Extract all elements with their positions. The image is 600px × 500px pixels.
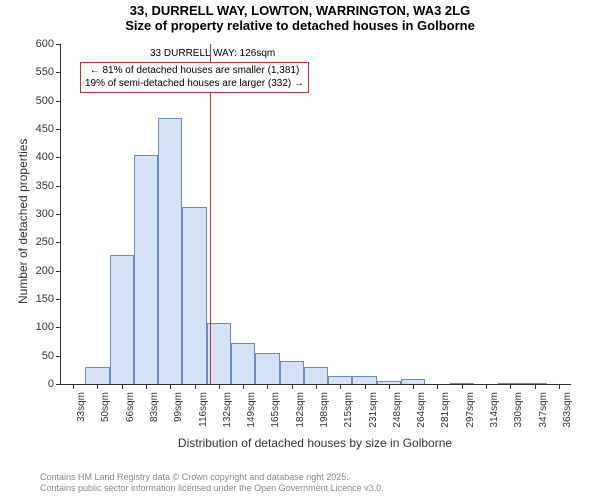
ytick-mark	[56, 384, 61, 385]
xtick-label: 330sqm	[513, 392, 524, 428]
xtick-mark	[243, 384, 244, 389]
xtick-label: 215sqm	[343, 392, 354, 428]
histogram-bar	[182, 207, 206, 384]
xtick-label: 248sqm	[392, 392, 403, 428]
xtick-label: 314sqm	[489, 392, 500, 428]
histogram-bar	[158, 118, 182, 384]
xtick-label: 297sqm	[465, 392, 476, 428]
title-line-2: Size of property relative to detached ho…	[0, 19, 600, 34]
histogram-bar	[134, 155, 158, 385]
title-line-1: 33, DURRELL WAY, LOWTON, WARRINGTON, WA3…	[0, 4, 600, 19]
ytick-label: 300	[0, 208, 54, 220]
xtick-label: 165sqm	[270, 392, 281, 428]
marker-title: 33 DURRELL WAY: 126sqm	[150, 48, 275, 59]
ytick-mark	[56, 72, 61, 73]
histogram-bar	[304, 367, 328, 384]
footer-line-1: Contains HM Land Registry data © Crown c…	[40, 472, 384, 483]
chart-title: 33, DURRELL WAY, LOWTON, WARRINGTON, WA3…	[0, 4, 600, 34]
histogram-bar	[110, 255, 134, 384]
ytick-label: 100	[0, 321, 54, 333]
annotation-line-1: ← 81% of detached houses are smaller (1,…	[85, 65, 304, 78]
ytick-label: 150	[0, 293, 54, 305]
xtick-mark	[510, 384, 511, 389]
ytick-mark	[56, 44, 61, 45]
footer-attribution: Contains HM Land Registry data © Crown c…	[40, 472, 384, 494]
xtick-mark	[340, 384, 341, 389]
ytick-label: 550	[0, 66, 54, 78]
histogram-bar	[352, 376, 376, 385]
ytick-label: 400	[0, 151, 54, 163]
xtick-mark	[170, 384, 171, 389]
xtick-label: 99sqm	[173, 392, 184, 422]
ytick-label: 450	[0, 123, 54, 135]
footer-line-2: Contains public sector information licen…	[40, 483, 384, 494]
histogram-bar	[231, 343, 255, 384]
xtick-mark	[219, 384, 220, 389]
histogram-bar	[85, 367, 109, 384]
xtick-mark	[122, 384, 123, 389]
ytick-mark	[56, 157, 61, 158]
histogram-bar	[328, 376, 352, 385]
ytick-label: 250	[0, 236, 54, 248]
ytick-mark	[56, 242, 61, 243]
xtick-label: 231sqm	[368, 392, 379, 428]
xtick-label: 132sqm	[222, 392, 233, 428]
xtick-label: 50sqm	[100, 392, 111, 422]
ytick-mark	[56, 101, 61, 102]
xtick-label: 264sqm	[416, 392, 427, 428]
plot-area	[60, 44, 571, 385]
xtick-mark	[73, 384, 74, 389]
ytick-label: 500	[0, 95, 54, 107]
xtick-label: 347sqm	[538, 392, 549, 428]
xtick-mark	[413, 384, 414, 389]
xtick-mark	[486, 384, 487, 389]
ytick-mark	[56, 129, 61, 130]
ytick-mark	[56, 356, 61, 357]
xtick-label: 363sqm	[562, 392, 573, 428]
xtick-mark	[559, 384, 560, 389]
ytick-label: 50	[0, 350, 54, 362]
xtick-label: 182sqm	[295, 392, 306, 428]
marker-annotation-box: ← 81% of detached houses are smaller (1,…	[80, 62, 309, 93]
xtick-mark	[437, 384, 438, 389]
ytick-mark	[56, 186, 61, 187]
xtick-mark	[292, 384, 293, 389]
ytick-mark	[56, 214, 61, 215]
xtick-label: 83sqm	[149, 392, 160, 422]
xtick-mark	[389, 384, 390, 389]
ytick-mark	[56, 271, 61, 272]
histogram-bar	[255, 353, 279, 384]
ytick-mark	[56, 299, 61, 300]
xtick-label: 116sqm	[198, 392, 209, 427]
xtick-label: 281sqm	[440, 392, 451, 428]
xtick-label: 198sqm	[319, 392, 330, 428]
xtick-label: 33sqm	[76, 392, 87, 422]
x-axis-label: Distribution of detached houses by size …	[60, 436, 570, 450]
y-axis-label: Number of detached properties	[16, 139, 30, 304]
xtick-label: 66sqm	[125, 392, 136, 422]
ytick-mark	[56, 327, 61, 328]
marker-line	[210, 44, 211, 384]
xtick-mark	[365, 384, 366, 389]
xtick-mark	[146, 384, 147, 389]
histogram-bar	[280, 361, 304, 384]
xtick-mark	[535, 384, 536, 389]
xtick-mark	[97, 384, 98, 389]
xtick-mark	[316, 384, 317, 389]
ytick-label: 0	[0, 378, 54, 390]
xtick-label: 149sqm	[246, 392, 257, 428]
ytick-label: 600	[0, 38, 54, 50]
ytick-label: 350	[0, 180, 54, 192]
xtick-mark	[462, 384, 463, 389]
annotation-line-2: 19% of semi-detached houses are larger (…	[85, 78, 304, 91]
ytick-label: 200	[0, 265, 54, 277]
xtick-mark	[195, 384, 196, 389]
xtick-mark	[267, 384, 268, 389]
chart-container: 33, DURRELL WAY, LOWTON, WARRINGTON, WA3…	[0, 0, 600, 500]
